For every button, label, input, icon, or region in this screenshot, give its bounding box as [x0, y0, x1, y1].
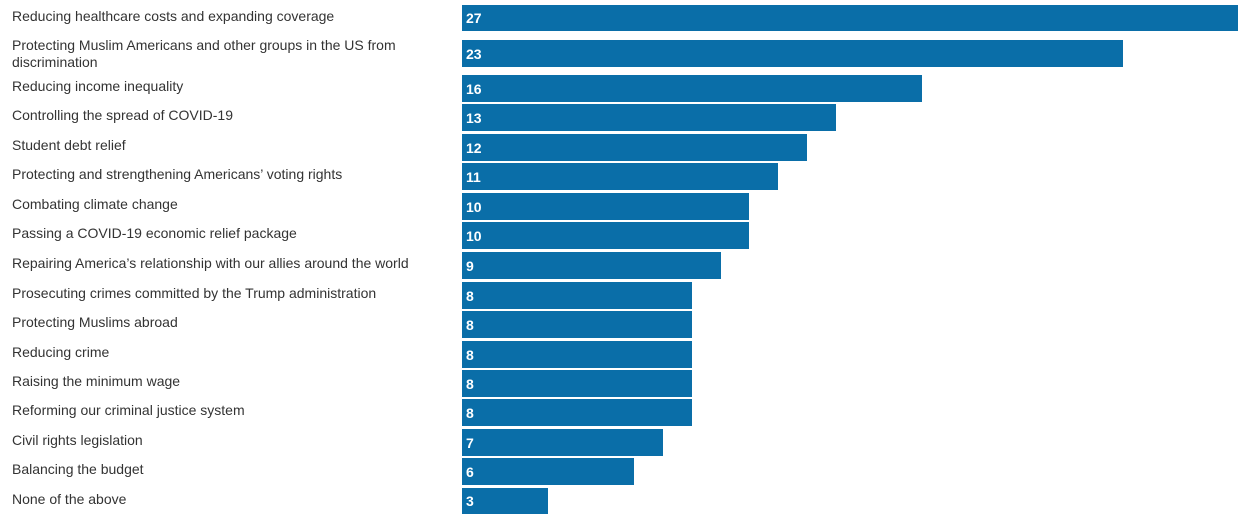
category-label: Protecting and strengthening Americans’ …	[12, 166, 343, 182]
bar: 8	[462, 311, 692, 338]
bar-value-label: 10	[466, 227, 482, 244]
category-label: Reforming our criminal justice system	[12, 402, 245, 418]
bar: 6	[462, 458, 634, 485]
bar: 27	[462, 5, 1238, 31]
bar: 8	[462, 341, 692, 368]
bar: 12	[462, 134, 807, 161]
category-label: Reducing crime	[12, 344, 110, 360]
bar-value-label: 8	[466, 346, 474, 363]
bar-value-label: 11	[466, 168, 481, 185]
bar-value-label: 8	[466, 287, 474, 304]
bar: 16	[462, 75, 922, 102]
bar-value-label: 8	[466, 316, 474, 333]
bar-value-label: 6	[466, 463, 474, 480]
bar-value-label: 13	[466, 109, 482, 126]
category-label: Prosecuting crimes committed by the Trum…	[12, 285, 377, 301]
category-label: None of the above	[12, 490, 127, 507]
bar-value-label: 10	[466, 198, 482, 215]
bar: 8	[462, 370, 692, 397]
bar-value-label: 8	[466, 404, 474, 421]
bar-value-label: 12	[466, 139, 482, 156]
category-label: Raising the minimum wage	[12, 373, 181, 389]
bar: 3	[462, 488, 548, 514]
category-label: Passing a COVID-19 economic relief packa…	[12, 225, 297, 241]
bar-value-label: 27	[466, 10, 482, 26]
category-label: Balancing the budget	[12, 461, 144, 477]
bar-value-label: 3	[466, 493, 474, 509]
category-label: Reducing healthcare costs and expanding …	[12, 7, 335, 24]
bar: 23	[462, 40, 1123, 67]
bar: 8	[462, 282, 692, 309]
category-label: Student debt relief	[12, 137, 126, 153]
category-label: Combating climate change	[12, 196, 178, 212]
bar: 13	[462, 104, 836, 131]
bar-value-label: 23	[466, 45, 482, 62]
bar: 11	[462, 163, 778, 190]
bar: 10	[462, 222, 749, 249]
bar-value-label: 7	[466, 434, 474, 451]
bar-value-label: 9	[466, 257, 474, 274]
bar: 8	[462, 399, 692, 426]
category-label: Protecting Muslims abroad	[12, 314, 178, 330]
category-label: Reducing income inequality	[12, 78, 184, 94]
category-label: Controlling the spread of COVID-19	[12, 107, 233, 123]
bar: 10	[462, 193, 749, 220]
category-label: Repairing America’s relationship with ou…	[12, 255, 409, 271]
category-label: Protecting Muslim Americans and other gr…	[12, 37, 396, 70]
bar: 9	[462, 252, 721, 279]
bar-value-label: 8	[466, 375, 474, 392]
bar-value-label: 16	[466, 80, 482, 97]
bar: 7	[462, 429, 663, 456]
category-label: Civil rights legislation	[12, 432, 143, 448]
